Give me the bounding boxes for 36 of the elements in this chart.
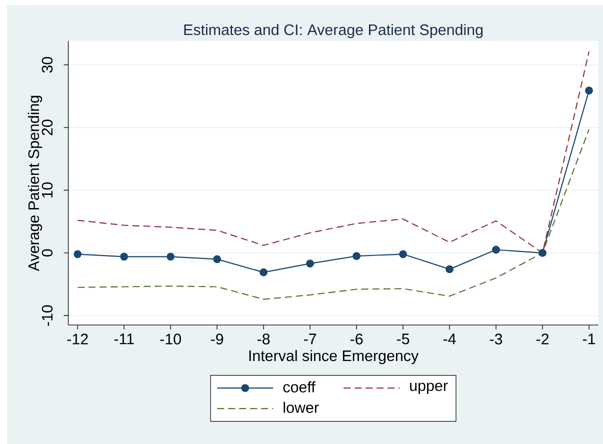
y-tick-label: 0	[42, 249, 53, 257]
y-tick-label: -10	[42, 305, 53, 326]
point	[352, 252, 360, 260]
x-tick-label: -9	[210, 334, 224, 344]
point	[399, 250, 407, 258]
x-tick-label: -3	[490, 334, 502, 344]
legend-label: upper	[410, 382, 448, 394]
x-tick-label: -8	[257, 334, 270, 344]
x-tick-label: -10	[160, 334, 181, 344]
x-tick-label: -6	[350, 334, 363, 344]
x-tick-label: -12	[67, 334, 88, 344]
point	[260, 268, 268, 276]
legend-label: lower	[284, 402, 319, 413]
y-tick-label: 30	[42, 56, 53, 73]
chart-title: Estimates and CI: Average Patient Spending	[184, 24, 483, 38]
point	[166, 252, 175, 261]
point	[538, 248, 546, 257]
x-tick-label: -2	[536, 334, 548, 344]
x-tick-label: -1	[582, 334, 596, 344]
point	[120, 252, 128, 261]
x-tick-label: -4	[443, 334, 456, 344]
x-axis-title: Interval since Emergency	[249, 350, 419, 364]
point	[585, 86, 593, 94]
y-axis-title: Average Patient Spending	[28, 96, 42, 272]
legend-label: coeff	[283, 381, 316, 392]
point	[446, 265, 454, 274]
point	[492, 246, 500, 254]
x-tick-label: -5	[396, 334, 410, 344]
y-tick-label: 10	[42, 182, 53, 198]
point	[213, 255, 222, 264]
x-tick-label: -7	[304, 334, 316, 344]
y-tick-label: 20	[42, 120, 53, 136]
point	[74, 250, 82, 258]
point	[306, 260, 314, 268]
x-tick-label: -11	[114, 334, 134, 344]
line-series	[77, 128, 590, 300]
